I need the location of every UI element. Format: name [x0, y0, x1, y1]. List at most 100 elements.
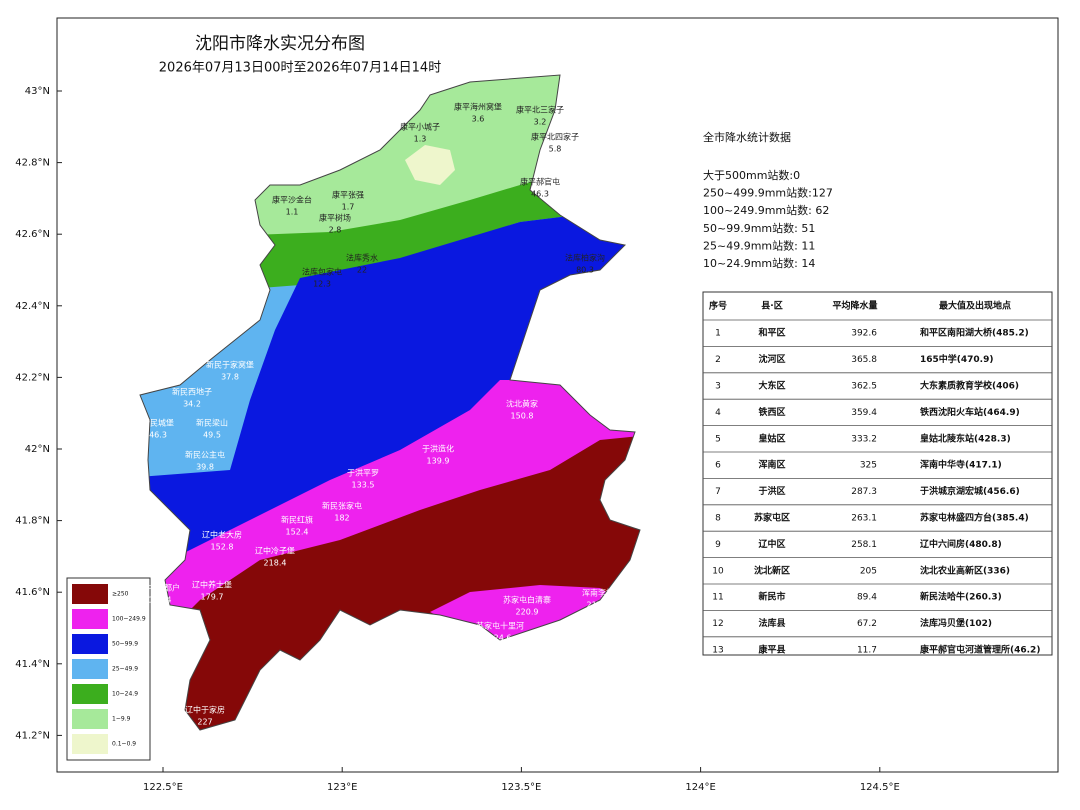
station-value: 182: [334, 514, 349, 523]
station-name: 法库秀水: [346, 253, 378, 263]
stats-line: 25~49.9mm站数: 11: [703, 238, 815, 252]
station-name: 康平北四家子: [531, 132, 579, 142]
table-cell: 5: [715, 434, 721, 444]
station-value: 1.3: [414, 135, 427, 144]
lon-label: 123°E: [327, 782, 357, 793]
legend-label: ≥250: [112, 591, 129, 598]
station-value: 227: [197, 718, 212, 727]
station-name: 新民红旗: [281, 515, 313, 525]
city-boundary: [139, 74, 641, 731]
station-name: 新民于家窝堡: [206, 360, 254, 370]
map-title: 沈阳市降水实况分布图: [195, 34, 365, 54]
station-value: 224.6: [489, 634, 512, 643]
lat-label: 42.4°N: [15, 301, 50, 312]
table-cell: 205: [860, 566, 877, 576]
table-cell: 沈河区: [758, 353, 785, 365]
table-cell: 165中学(470.9): [920, 353, 993, 365]
table-cell: 1: [715, 329, 721, 339]
station-value: 22: [357, 266, 367, 275]
station-value: 152.4: [286, 528, 309, 537]
lon-label: 122.5°E: [143, 782, 183, 793]
table-cell: 浑南区: [758, 459, 785, 471]
station-name: 辽中满都户: [140, 583, 180, 593]
station-name: 于洪平罗: [347, 468, 379, 478]
lon-label: 123.5°E: [501, 782, 541, 793]
station-value: 217.2: [587, 601, 610, 610]
stats-title: 全市降水统计数据: [703, 130, 791, 144]
station-name: 新民公主屯: [185, 450, 225, 460]
station-name: 苏家屯白清寨: [503, 595, 551, 605]
table-cell: 苏家屯林盛四方台(385.4): [920, 512, 1029, 524]
stats-line: 250~499.9mm站数:127: [703, 186, 833, 200]
station-value: 220.9: [516, 608, 539, 617]
station-name: 新民城堡: [142, 418, 174, 428]
legend-swatch: [72, 659, 108, 679]
table-cell: 7: [715, 487, 721, 497]
rain-zone: [405, 145, 455, 185]
station-name: 辽中老大房: [202, 530, 242, 540]
stats-line: 50~99.9mm站数: 51: [703, 221, 815, 235]
lat-label: 42.2°N: [15, 372, 50, 383]
station-value: 152.8: [211, 543, 234, 552]
table-cell: 铁西区: [758, 406, 785, 418]
table-cell: 和平区南阳湖大桥(485.2): [919, 327, 1029, 339]
station-name: 法库柏家沟: [565, 253, 605, 263]
legend-label: 10~24.9: [112, 691, 138, 698]
table-cell: 大东区: [758, 380, 785, 392]
station-value: 5.8: [549, 145, 562, 154]
station-value: 46.3: [531, 190, 549, 199]
table-cell: 392.6: [851, 329, 877, 339]
station-name: 法库包家屯: [302, 267, 342, 277]
map-subtitle: 2026年07月13日00时至2026年07月14日14时: [159, 61, 441, 76]
lat-label: 42.6°N: [15, 229, 50, 240]
map-frame: [56, 17, 1059, 773]
station-value: 46.3: [149, 431, 167, 440]
station-name: 苏家屯十里河: [476, 621, 524, 631]
legend-swatch: [72, 584, 108, 604]
table-cell: 铁西沈阳火车站(464.9): [920, 406, 1020, 418]
table-cell: 于洪城京湖宏城(456.6): [920, 485, 1020, 497]
table-cell: 大东素质教育学校(406): [920, 380, 1019, 392]
lat-label: 43°N: [25, 86, 50, 97]
table-cell: 沈北新区: [754, 564, 790, 576]
station-value: 12.3: [313, 280, 331, 289]
table-header: 县·区: [761, 301, 782, 312]
station-name: 辽中于家房: [185, 705, 225, 715]
station-value: 139.9: [427, 457, 450, 466]
lat-label: 42.8°N: [15, 158, 50, 169]
station-value: 3.6: [472, 115, 485, 124]
station-name: 康平北三家子: [516, 105, 564, 115]
table-cell: 浑南中华寺(417.1): [920, 459, 1002, 471]
table-cell: 和平区: [757, 327, 785, 339]
table-cell: 法库县: [758, 617, 785, 629]
station-name: 康平小城子: [400, 122, 440, 132]
table-cell: 6: [715, 461, 721, 471]
table-cell: 333.2: [851, 434, 877, 444]
table-header: 平均降水量: [832, 300, 877, 312]
station-name: 新民梁山: [196, 418, 228, 428]
table-cell: 苏家屯区: [754, 512, 790, 524]
table-cell: 263.1: [851, 514, 877, 524]
station-name: 于洪造化: [422, 444, 454, 454]
station-name: 新民西地子: [172, 387, 212, 397]
station-value: 150.8: [511, 412, 534, 421]
table-cell: 新民市: [758, 591, 785, 603]
legend-label: 1~9.9: [112, 716, 131, 723]
table-border: [702, 291, 1053, 656]
table-header: 最大值及出现地点: [939, 300, 1011, 312]
station-value: 3.2: [534, 118, 547, 127]
legend-swatch: [72, 734, 108, 754]
table-cell: 11: [712, 593, 723, 603]
station-name: 浑南李相: [582, 588, 614, 598]
legend-swatch: [72, 634, 108, 654]
table-cell: 康平县: [758, 644, 785, 656]
table-cell: 89.4: [857, 593, 877, 603]
table-cell: 沈北农业高新区(336): [920, 564, 1010, 576]
lon-label: 124.5°E: [860, 782, 900, 793]
legend-label: 50~99.9: [112, 641, 138, 648]
table-cell: 皇姑北陵东站(428.3): [920, 432, 1011, 444]
stats-line: 大于500mm站数:0: [703, 168, 800, 182]
table-cell: 365.8: [851, 355, 877, 365]
station-name: 辽中养士堡: [192, 580, 232, 590]
